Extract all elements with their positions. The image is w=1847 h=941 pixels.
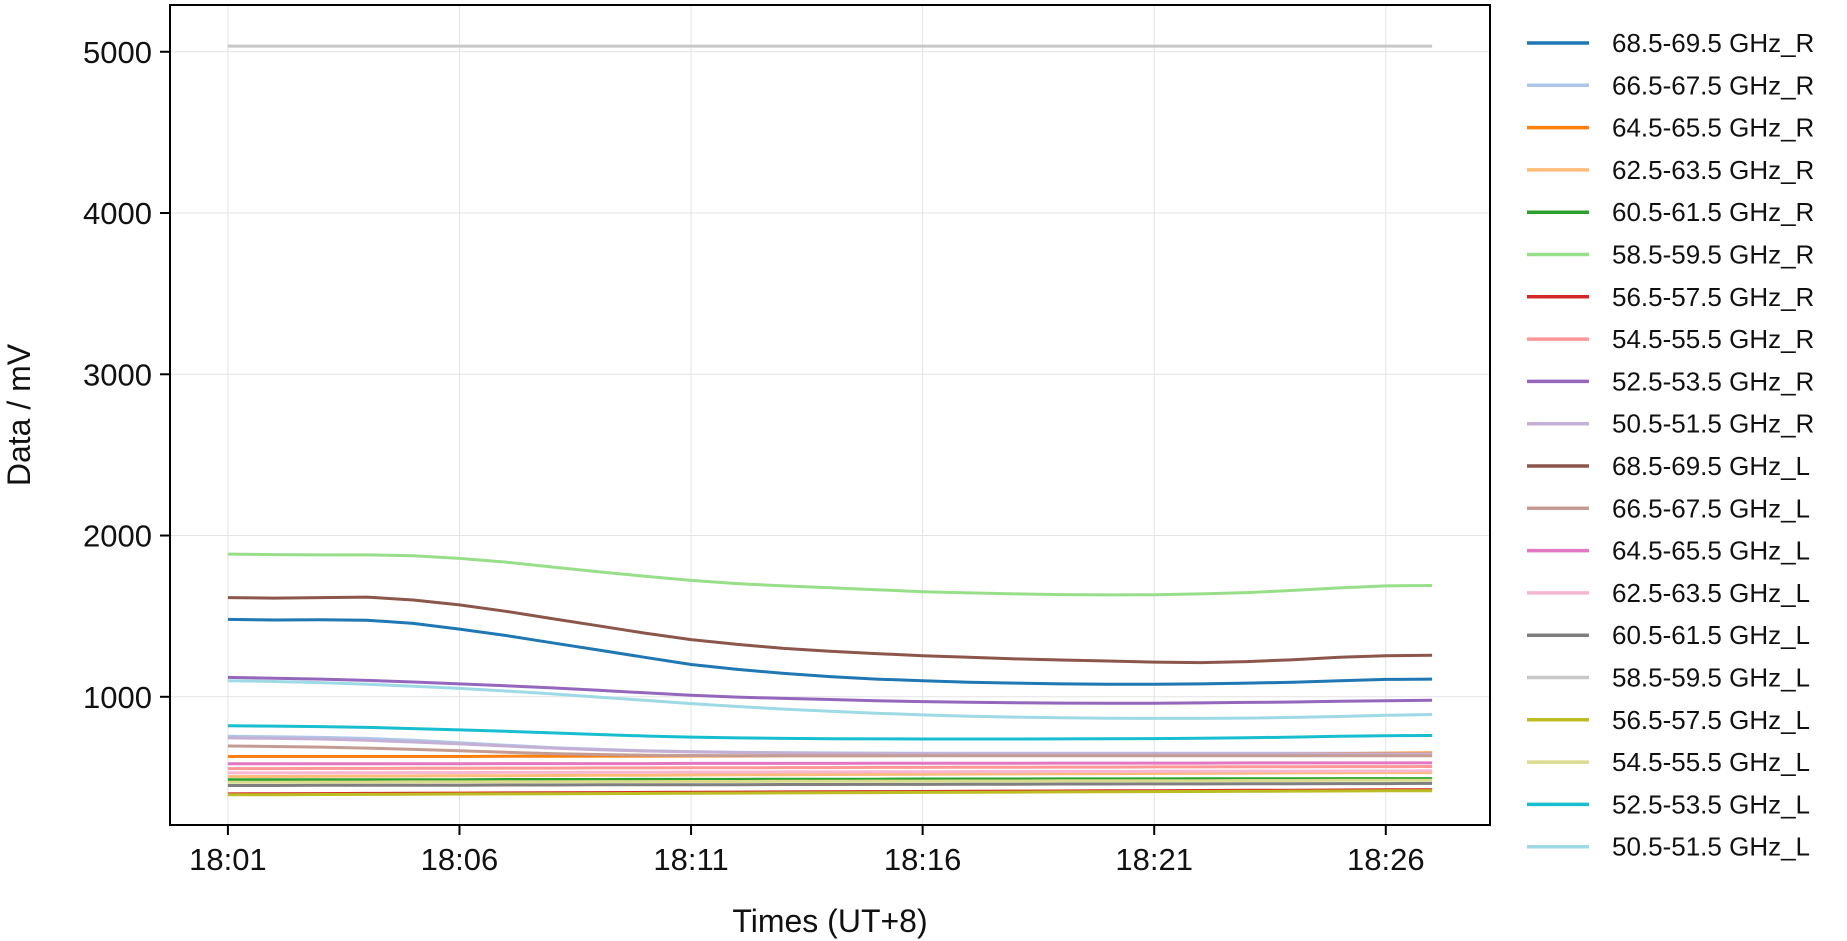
legend-label: 68.5-69.5 GHz_R [1612, 28, 1814, 58]
series-line-9 [227, 736, 1433, 756]
legend-label: 52.5-53.5 GHz_R [1612, 366, 1814, 396]
y-axis-label: Data / mV [1, 343, 37, 486]
legend-label: 64.5-65.5 GHz_R [1612, 113, 1814, 143]
legend-label: 64.5-65.5 GHz_L [1612, 536, 1810, 566]
series-line-0 [227, 617, 1433, 686]
grid [170, 5, 1490, 825]
legend-label: 66.5-67.5 GHz_R [1612, 70, 1814, 100]
legend-label: 50.5-51.5 GHz_R [1612, 409, 1814, 439]
x-axis: 18:01 18:06 18:11 18:16 18:21 18:26 [189, 825, 1425, 877]
series-line-5 [227, 552, 1433, 597]
y-tick-label: 2000 [83, 519, 152, 554]
x-axis-label: Times (UT+8) [732, 903, 927, 939]
series-line-17 [227, 778, 1433, 784]
series-lines [227, 44, 1433, 797]
legend-label: 60.5-61.5 GHz_L [1612, 620, 1810, 650]
x-tick-label: 18:01 [189, 842, 267, 877]
y-tick-label: 5000 [83, 35, 152, 70]
legend-label: 56.5-57.5 GHz_R [1612, 282, 1814, 312]
legend-label: 58.5-59.5 GHz_R [1612, 240, 1814, 270]
legend-label: 54.5-55.5 GHz_R [1612, 324, 1814, 354]
series-line-13 [227, 769, 1433, 775]
plot-frame [169, 4, 1491, 826]
legend-label: 52.5-53.5 GHz_L [1612, 789, 1810, 819]
legend-label: 50.5-51.5 GHz_L [1612, 832, 1810, 862]
series-line-16 [227, 789, 1433, 797]
legend-label: 58.5-59.5 GHz_L [1612, 663, 1810, 693]
series-line-4 [227, 777, 1433, 782]
y-tick-label: 4000 [83, 196, 152, 231]
x-tick-label: 18:06 [421, 842, 499, 877]
series-line-18 [227, 724, 1433, 741]
series-line-3 [227, 771, 1433, 779]
series-line-8 [227, 675, 1433, 705]
series-line-10 [227, 595, 1433, 665]
legend-label: 56.5-57.5 GHz_L [1612, 705, 1810, 735]
series-line-14 [227, 781, 1433, 787]
y-tick-label: 1000 [83, 680, 152, 715]
y-tick-label: 3000 [83, 357, 152, 392]
x-tick-label: 18:16 [884, 842, 962, 877]
legend-label: 66.5-67.5 GHz_L [1612, 493, 1810, 523]
legend-label: 68.5-69.5 GHz_L [1612, 451, 1810, 481]
legend-label: 54.5-55.5 GHz_L [1612, 747, 1810, 777]
legend-label: 62.5-63.5 GHz_R [1612, 155, 1814, 185]
series-line-11 [227, 744, 1433, 758]
legend-label: 60.5-61.5 GHz_R [1612, 197, 1814, 227]
x-tick-label: 18:11 [653, 842, 728, 877]
legend: 68.5-69.5 GHz_R 66.5-67.5 GHz_R 64.5-65.5 … [1527, 28, 1814, 862]
y-axis: 1000 2000 3000 4000 5000 [83, 35, 170, 715]
series-line-7 [227, 765, 1433, 771]
x-tick-label: 18:26 [1347, 842, 1425, 877]
series-line-12 [227, 761, 1433, 766]
legend-label: 62.5-63.5 GHz_L [1612, 578, 1810, 608]
x-tick-label: 18:21 [1115, 842, 1193, 877]
series-line-19 [227, 679, 1433, 720]
